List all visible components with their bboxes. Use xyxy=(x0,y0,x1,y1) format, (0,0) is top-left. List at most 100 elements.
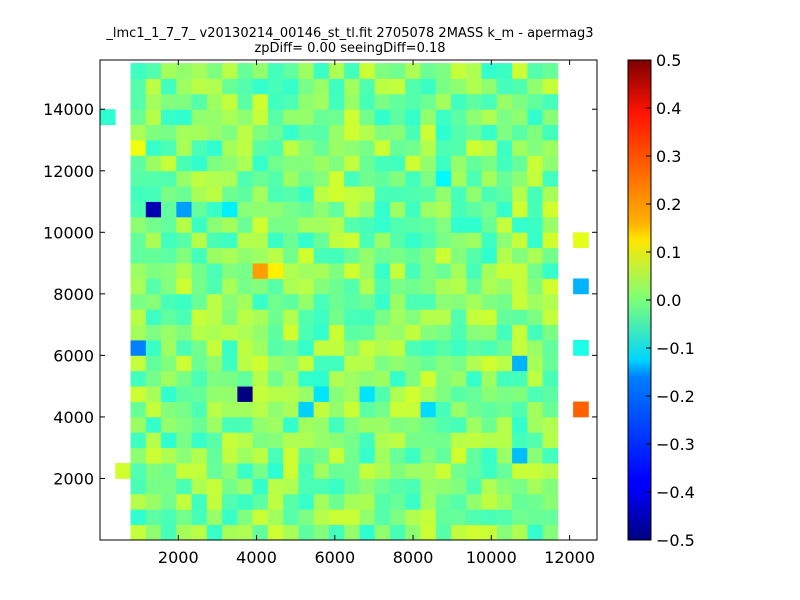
heatmap-cell xyxy=(527,524,543,541)
heatmap-cell xyxy=(496,478,513,495)
heatmap-cell xyxy=(328,78,345,95)
heatmap-cell xyxy=(176,432,192,449)
heatmap-cell xyxy=(496,401,513,418)
heatmap-cell xyxy=(466,109,482,126)
heatmap-cell xyxy=(512,386,528,402)
heatmap-cell xyxy=(481,324,498,341)
heatmap-cell xyxy=(145,247,162,264)
heatmap-cell xyxy=(389,386,406,402)
heatmap-cell xyxy=(359,401,376,418)
heatmap-cell xyxy=(359,170,376,187)
heatmap-cell xyxy=(267,493,284,510)
heatmap-cell xyxy=(145,401,162,418)
heatmap-cell xyxy=(389,463,406,479)
heatmap-cell xyxy=(374,278,391,295)
heatmap-cell xyxy=(451,186,467,202)
heatmap-cell xyxy=(344,370,360,387)
heatmap-cell xyxy=(405,201,421,218)
heatmap-cell xyxy=(527,493,543,510)
heatmap-cell xyxy=(527,401,543,418)
heatmap-cell xyxy=(298,463,315,479)
heatmap-cell xyxy=(267,93,284,110)
heatmap-cell xyxy=(466,416,482,433)
heatmap-cell xyxy=(527,247,543,264)
heatmap-cell xyxy=(527,170,543,187)
heatmap-cell xyxy=(130,386,147,402)
heatmap-cell xyxy=(237,478,254,495)
heatmap-cell xyxy=(206,109,223,126)
x-tick-label: 10000 xyxy=(466,548,517,567)
heatmap-cell xyxy=(283,278,299,295)
heatmap-cell xyxy=(542,93,559,110)
heatmap-cell xyxy=(451,278,467,295)
heatmap-cell xyxy=(130,247,147,264)
heatmap-cell xyxy=(344,78,360,95)
heatmap-cell xyxy=(435,186,452,202)
heatmap-cell xyxy=(466,247,482,264)
heatmap-cell xyxy=(313,186,330,202)
heatmap-cell xyxy=(267,524,284,541)
heatmap-cell xyxy=(328,432,345,449)
heatmap-cell xyxy=(206,263,223,279)
heatmap-cell xyxy=(237,247,254,264)
heatmap-cell xyxy=(527,155,543,172)
heatmap-cell xyxy=(512,78,528,95)
heatmap-cell xyxy=(420,355,437,372)
heatmap-cell xyxy=(466,93,482,110)
heatmap-cell xyxy=(161,478,177,495)
heatmap-cell xyxy=(405,124,421,141)
heatmap-cell xyxy=(176,170,192,187)
heatmap-cell xyxy=(542,370,559,387)
heatmap-cell xyxy=(161,216,177,233)
heatmap-cell xyxy=(283,493,299,510)
heatmap-cell xyxy=(298,386,315,402)
colorbar-tick-label: 0.0 xyxy=(656,291,681,310)
heatmap-cell xyxy=(145,416,162,433)
heatmap-cell xyxy=(161,416,177,433)
heatmap-cell xyxy=(344,263,360,279)
heatmap-cell xyxy=(206,216,223,233)
heatmap-cell xyxy=(328,155,345,172)
heatmap-cell xyxy=(191,370,208,387)
heatmap-cell xyxy=(496,324,513,341)
heatmap-cell xyxy=(222,478,238,495)
colorbar-tick-label: −0.4 xyxy=(656,483,695,502)
heatmap-cell xyxy=(176,216,192,233)
heatmap-cell xyxy=(512,232,528,249)
heatmap-cell xyxy=(542,463,559,479)
heatmap-cell xyxy=(389,93,406,110)
heatmap-cell xyxy=(420,293,437,310)
heatmap-cell xyxy=(267,263,284,279)
heatmap-cell xyxy=(176,324,192,341)
heatmap-cell xyxy=(206,278,223,295)
heatmap-cell xyxy=(359,386,376,402)
heatmap-cell xyxy=(222,524,238,541)
heatmap-cell xyxy=(176,93,192,110)
heatmap-cell xyxy=(191,324,208,341)
heatmap-cell xyxy=(283,355,299,372)
heatmap-cell xyxy=(512,509,528,526)
heatmap-cell xyxy=(512,155,528,172)
heatmap-cell xyxy=(451,170,467,187)
colorbar-tick-label: 0.1 xyxy=(656,243,681,262)
heatmap-cell xyxy=(481,93,498,110)
heatmap-cell xyxy=(313,493,330,510)
heatmap-cell xyxy=(389,370,406,387)
heatmap-cell xyxy=(298,401,315,418)
heatmap-cell xyxy=(283,155,299,172)
heatmap-cell xyxy=(252,432,269,449)
heatmap-cell xyxy=(283,509,299,526)
heatmap-cell xyxy=(359,186,376,202)
heatmap-cell xyxy=(130,370,147,387)
heatmap-cell xyxy=(542,155,559,172)
heatmap-cell xyxy=(496,63,513,79)
heatmap-cell xyxy=(542,401,559,418)
heatmap-cell xyxy=(405,186,421,202)
heatmap-cell xyxy=(267,247,284,264)
heatmap-cell xyxy=(176,278,192,295)
heatmap-cell xyxy=(252,124,269,141)
heatmap-cell xyxy=(130,309,147,326)
heatmap-cell xyxy=(420,186,437,202)
heatmap-cell xyxy=(206,524,223,541)
heatmap-cell xyxy=(451,524,467,541)
